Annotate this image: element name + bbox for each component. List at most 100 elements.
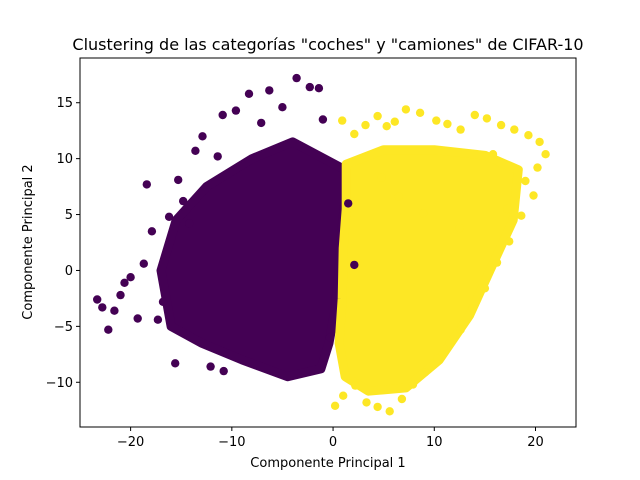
cluster-region-0: [156, 137, 350, 382]
x-tick-label--20: −20: [117, 435, 144, 450]
data-point-1-13: [480, 284, 490, 293]
data-point-0-34: [350, 260, 359, 270]
data-point-0-29: [292, 73, 301, 83]
data-point-0-2: [104, 325, 113, 334]
data-point-1-7: [408, 380, 418, 389]
data-point-0-25: [244, 89, 254, 99]
data-point-0-33: [344, 199, 353, 208]
data-point-1-12: [468, 304, 477, 313]
data-point-1-10: [445, 338, 454, 348]
data-point-0-35: [314, 84, 324, 93]
data-point-1-40: [455, 223, 464, 233]
data-point-0-27: [265, 86, 274, 95]
data-point-1-24: [482, 114, 492, 123]
data-point-1-8: [421, 368, 430, 377]
data-point-0-3: [110, 306, 119, 315]
x-tick-label-0: 0: [329, 435, 337, 450]
y-axis-label: Componente Principal 2: [21, 164, 36, 319]
data-point-1-36: [338, 116, 347, 125]
data-points: [93, 73, 550, 416]
x-axis: −20 −10 0 10 20: [117, 427, 544, 450]
data-point-0-19: [198, 132, 207, 141]
y-tick-label-10: 10: [56, 152, 73, 167]
data-point-1-32: [382, 122, 391, 131]
data-point-1-11: [456, 325, 465, 334]
data-point-0-24: [231, 106, 241, 115]
data-point-0-31: [318, 115, 328, 124]
data-point-0-28: [278, 103, 287, 112]
y-axis: −10 −5 0 5 10 15: [46, 96, 80, 391]
data-point-1-35: [350, 129, 359, 139]
data-point-0-21: [213, 152, 222, 161]
data-point-0-1: [98, 303, 107, 312]
y-tick-label--10: −10: [46, 376, 73, 391]
x-tick-label-20: 20: [527, 435, 544, 450]
x-tick-label-10: 10: [426, 435, 443, 450]
y-tick-label--5: −5: [54, 320, 73, 335]
y-tick-label-5: 5: [65, 208, 73, 223]
data-point-1-15: [505, 237, 514, 246]
data-point-0-0: [93, 295, 102, 304]
cluster-region-1: [334, 145, 523, 396]
chart-title: Clustering de las categorías "coches" y …: [72, 35, 583, 54]
data-point-0-17: [185, 219, 194, 228]
data-point-1-33: [373, 111, 382, 121]
data-point-0-16: [179, 196, 188, 206]
data-point-1-37: [377, 173, 386, 182]
data-point-1-30: [401, 105, 411, 114]
data-point-0-22: [219, 366, 228, 376]
data-point-0-13: [164, 212, 174, 221]
data-point-0-7: [133, 314, 142, 323]
data-point-0-8: [139, 259, 148, 268]
data-point-1-39: [419, 209, 428, 218]
data-point-1-14: [492, 258, 502, 267]
data-point-1-21: [524, 131, 533, 140]
data-point-1-5: [385, 407, 394, 416]
data-point-1-0: [330, 401, 340, 410]
data-point-1-16: [517, 211, 526, 220]
data-point-1-28: [432, 116, 441, 125]
data-point-1-3: [362, 398, 371, 407]
data-point-1-6: [397, 394, 407, 404]
data-point-0-18: [191, 146, 200, 155]
data-point-0-26: [257, 118, 266, 128]
data-point-1-25: [470, 110, 479, 120]
y-tick-label-0: 0: [65, 264, 73, 279]
cluster-regions: [156, 137, 523, 396]
data-point-0-6: [126, 273, 135, 282]
data-point-1-41: [503, 204, 512, 214]
data-point-1-42: [521, 176, 530, 186]
data-point-1-26: [456, 125, 465, 134]
data-point-0-5: [120, 278, 129, 287]
data-point-1-4: [373, 402, 382, 412]
data-point-0-10: [147, 227, 157, 236]
data-point-1-17: [529, 191, 538, 200]
data-point-0-12: [158, 297, 168, 306]
data-point-1-18: [533, 163, 542, 172]
data-point-0-14: [171, 359, 180, 368]
data-point-0-30: [305, 82, 314, 92]
x-tick-label--10: −10: [218, 435, 245, 450]
data-point-0-11: [153, 315, 163, 324]
data-point-0-32: [325, 333, 335, 342]
data-point-1-22: [510, 125, 519, 134]
data-point-1-31: [390, 117, 399, 126]
data-point-1-1: [339, 391, 348, 400]
plot-frame: [79, 57, 577, 428]
data-point-1-29: [415, 108, 425, 118]
data-point-1-2: [351, 381, 360, 390]
data-point-0-4: [116, 290, 125, 300]
data-point-1-38: [394, 192, 404, 201]
data-point-1-19: [541, 150, 550, 159]
x-axis-label: Componente Principal 1: [250, 456, 405, 471]
data-point-1-23: [496, 120, 506, 130]
data-point-0-9: [142, 180, 151, 189]
data-point-0-20: [206, 362, 215, 371]
data-point-1-20: [535, 137, 544, 147]
data-point-1-43: [488, 150, 498, 159]
data-point-1-34: [361, 120, 370, 130]
data-point-1-27: [443, 119, 452, 129]
y-tick-label-15: 15: [56, 96, 73, 111]
data-point-0-23: [218, 110, 227, 120]
